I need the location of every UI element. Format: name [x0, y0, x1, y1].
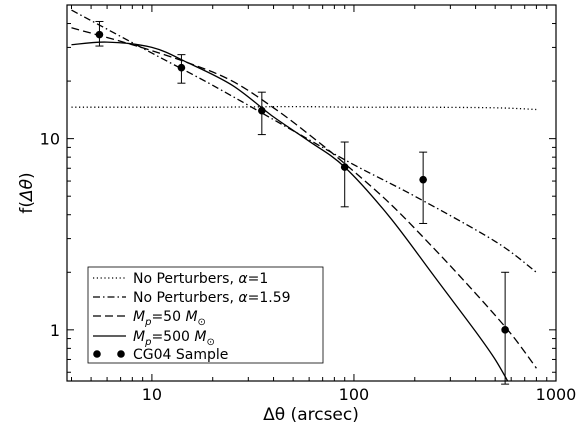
plot-frame [66, 4, 557, 382]
legend-mass-symbol: M [194, 329, 206, 345]
legend-label: CG04 Sample [133, 347, 228, 363]
axis-ticks: 10 100 1000 1 10 [40, 4, 577, 404]
data-point [95, 20, 104, 47]
data-marker [177, 63, 186, 72]
data-marker [340, 163, 349, 171]
legend-marker [117, 350, 125, 358]
legend-subscript: ⊙ [206, 337, 214, 348]
legend-subscript: p [144, 317, 151, 328]
data-point [257, 91, 266, 136]
y-tick-label: 10 [40, 130, 60, 149]
legend-label: Mp=500 M⊙ [133, 329, 215, 348]
series-line-dashed [71, 27, 537, 369]
data-marker [258, 106, 266, 115]
y-axis-label: f(Δθ) [17, 172, 37, 213]
data-marker [95, 30, 104, 39]
legend: No Perturbers, α=1No Perturbers, α=1.59M… [93, 271, 291, 363]
legend-label: No Perturbers, α=1.59 [133, 290, 291, 306]
legend-box [87, 266, 324, 364]
legend-alpha: α [238, 271, 248, 287]
legend-mass-symbol: M [133, 309, 145, 325]
legend-text: =50 [151, 309, 185, 325]
series-line-dotted [71, 105, 537, 111]
data-point [419, 151, 428, 224]
legend-text: No Perturbers, [133, 290, 238, 306]
data-point [177, 54, 186, 84]
y-tick-label: 1 [50, 321, 60, 340]
x-tick-label: 10 [142, 385, 162, 404]
data-point [340, 141, 349, 208]
data-marker [419, 175, 427, 184]
legend-label: Mp=50 M⊙ [133, 309, 206, 328]
legend-marker [93, 350, 101, 358]
legend-alpha: α [238, 290, 248, 306]
legend-label: No Perturbers, α=1 [133, 271, 268, 287]
series-group [71, 9, 537, 381]
x-axis-label: Δθ (arcsec) [263, 405, 359, 425]
data-marker [501, 326, 509, 334]
series-line-dashdot [71, 9, 537, 273]
legend-text: =500 [151, 329, 194, 345]
x-tick-label: 100 [339, 385, 370, 404]
legend-text: =1.59 [248, 290, 291, 306]
legend-subscript: p [144, 337, 151, 348]
x-tick-label: 1000 [536, 385, 577, 404]
legend-mass-symbol: M [185, 309, 197, 325]
legend-text: =1 [248, 271, 269, 287]
series-line-solid [71, 41, 509, 381]
legend-text: No Perturbers, [133, 271, 238, 287]
legend-mass-symbol: M [133, 329, 145, 345]
legend-subscript: ⊙ [198, 317, 206, 328]
data-point [501, 271, 510, 385]
data-points [95, 20, 510, 385]
